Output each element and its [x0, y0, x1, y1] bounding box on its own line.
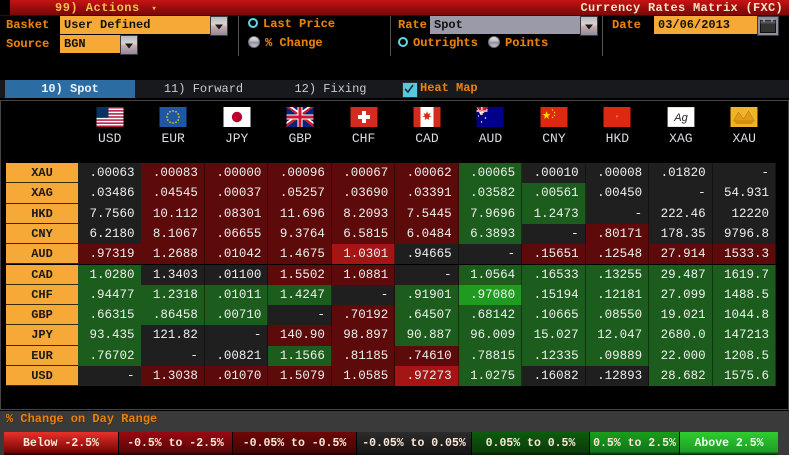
svg-text:Ag: Ag: [673, 112, 688, 124]
